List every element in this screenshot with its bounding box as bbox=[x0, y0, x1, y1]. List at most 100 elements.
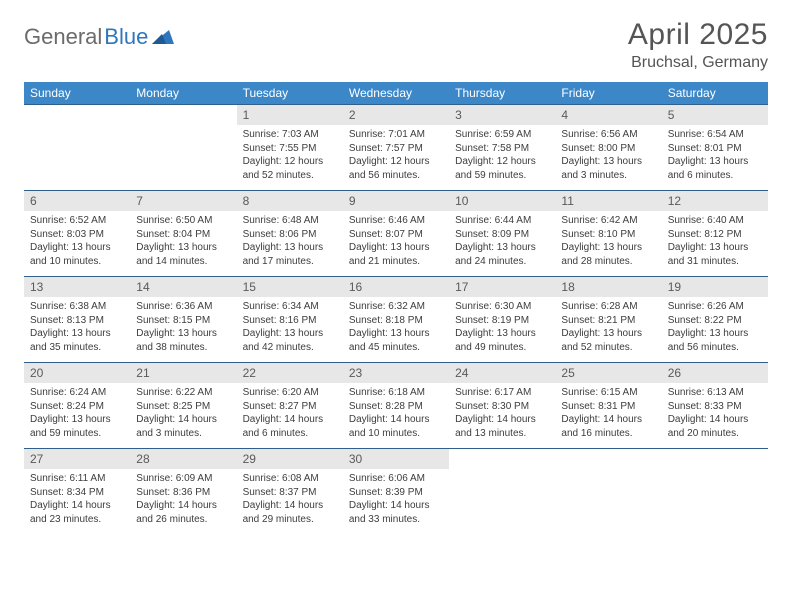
weekday-header: Tuesday bbox=[237, 82, 343, 105]
logo: General Blue bbox=[24, 24, 174, 50]
calendar-row: 20Sunrise: 6:24 AMSunset: 8:24 PMDayligh… bbox=[24, 363, 768, 449]
daylight-text: Daylight: 13 hours bbox=[243, 327, 337, 341]
sunset-text: Sunset: 8:28 PM bbox=[349, 400, 443, 414]
day-details: Sunrise: 6:13 AMSunset: 8:33 PMDaylight:… bbox=[662, 383, 768, 444]
daylight-text: and 59 minutes. bbox=[30, 427, 124, 441]
day-details: Sunrise: 6:24 AMSunset: 8:24 PMDaylight:… bbox=[24, 383, 130, 444]
calendar-cell: 28Sunrise: 6:09 AMSunset: 8:36 PMDayligh… bbox=[130, 449, 236, 535]
calendar-cell: 19Sunrise: 6:26 AMSunset: 8:22 PMDayligh… bbox=[662, 277, 768, 363]
sunset-text: Sunset: 8:04 PM bbox=[136, 228, 230, 242]
sunset-text: Sunset: 8:06 PM bbox=[243, 228, 337, 242]
sunset-text: Sunset: 7:55 PM bbox=[243, 142, 337, 156]
daylight-text: and 6 minutes. bbox=[243, 427, 337, 441]
sunset-text: Sunset: 8:25 PM bbox=[136, 400, 230, 414]
sunset-text: Sunset: 8:13 PM bbox=[30, 314, 124, 328]
day-number: 16 bbox=[343, 277, 449, 297]
daylight-text: Daylight: 12 hours bbox=[455, 155, 549, 169]
day-number: 1 bbox=[237, 105, 343, 125]
page-title: April 2025 bbox=[628, 18, 768, 52]
sunset-text: Sunset: 8:22 PM bbox=[668, 314, 762, 328]
calendar-cell: 12Sunrise: 6:40 AMSunset: 8:12 PMDayligh… bbox=[662, 191, 768, 277]
day-number: 17 bbox=[449, 277, 555, 297]
daylight-text: and 42 minutes. bbox=[243, 341, 337, 355]
day-number: 8 bbox=[237, 191, 343, 211]
sunrise-text: Sunrise: 6:06 AM bbox=[349, 472, 443, 486]
sunrise-text: Sunrise: 6:44 AM bbox=[455, 214, 549, 228]
sunset-text: Sunset: 8:01 PM bbox=[668, 142, 762, 156]
day-number: 9 bbox=[343, 191, 449, 211]
daylight-text: Daylight: 13 hours bbox=[455, 327, 549, 341]
sunset-text: Sunset: 8:27 PM bbox=[243, 400, 337, 414]
day-details: Sunrise: 6:32 AMSunset: 8:18 PMDaylight:… bbox=[343, 297, 449, 358]
daylight-text: and 16 minutes. bbox=[561, 427, 655, 441]
calendar-row: 13Sunrise: 6:38 AMSunset: 8:13 PMDayligh… bbox=[24, 277, 768, 363]
day-number: 4 bbox=[555, 105, 661, 125]
daylight-text: and 31 minutes. bbox=[668, 255, 762, 269]
daylight-text: Daylight: 14 hours bbox=[136, 499, 230, 513]
sunset-text: Sunset: 8:07 PM bbox=[349, 228, 443, 242]
sunrise-text: Sunrise: 7:03 AM bbox=[243, 128, 337, 142]
day-details: Sunrise: 6:44 AMSunset: 8:09 PMDaylight:… bbox=[449, 211, 555, 272]
calendar-cell: 25Sunrise: 6:15 AMSunset: 8:31 PMDayligh… bbox=[555, 363, 661, 449]
daylight-text: and 56 minutes. bbox=[668, 341, 762, 355]
day-details: Sunrise: 6:54 AMSunset: 8:01 PMDaylight:… bbox=[662, 125, 768, 186]
day-details: Sunrise: 6:30 AMSunset: 8:19 PMDaylight:… bbox=[449, 297, 555, 358]
daylight-text: and 24 minutes. bbox=[455, 255, 549, 269]
calendar-cell: 27Sunrise: 6:11 AMSunset: 8:34 PMDayligh… bbox=[24, 449, 130, 535]
daylight-text: and 33 minutes. bbox=[349, 513, 443, 527]
daylight-text: Daylight: 14 hours bbox=[349, 413, 443, 427]
calendar-cell: 6Sunrise: 6:52 AMSunset: 8:03 PMDaylight… bbox=[24, 191, 130, 277]
calendar-cell: 3Sunrise: 6:59 AMSunset: 7:58 PMDaylight… bbox=[449, 105, 555, 191]
calendar-cell: 4Sunrise: 6:56 AMSunset: 8:00 PMDaylight… bbox=[555, 105, 661, 191]
daylight-text: Daylight: 14 hours bbox=[30, 499, 124, 513]
daylight-text: and 23 minutes. bbox=[30, 513, 124, 527]
calendar-cell bbox=[24, 105, 130, 191]
calendar-row: 1Sunrise: 7:03 AMSunset: 7:55 PMDaylight… bbox=[24, 105, 768, 191]
sunrise-text: Sunrise: 6:46 AM bbox=[349, 214, 443, 228]
daylight-text: and 52 minutes. bbox=[561, 341, 655, 355]
weekday-header: Saturday bbox=[662, 82, 768, 105]
day-details: Sunrise: 6:56 AMSunset: 8:00 PMDaylight:… bbox=[555, 125, 661, 186]
location-label: Bruchsal, Germany bbox=[628, 54, 768, 72]
header: General Blue April 2025 Bruchsal, German… bbox=[24, 18, 768, 72]
sunset-text: Sunset: 8:10 PM bbox=[561, 228, 655, 242]
sunset-text: Sunset: 8:03 PM bbox=[30, 228, 124, 242]
sunset-text: Sunset: 8:31 PM bbox=[561, 400, 655, 414]
weekday-header: Wednesday bbox=[343, 82, 449, 105]
calendar-cell: 15Sunrise: 6:34 AMSunset: 8:16 PMDayligh… bbox=[237, 277, 343, 363]
sunrise-text: Sunrise: 6:36 AM bbox=[136, 300, 230, 314]
day-number: 25 bbox=[555, 363, 661, 383]
daylight-text: Daylight: 12 hours bbox=[349, 155, 443, 169]
day-details: Sunrise: 7:01 AMSunset: 7:57 PMDaylight:… bbox=[343, 125, 449, 186]
day-number: 29 bbox=[237, 449, 343, 469]
day-number: 26 bbox=[662, 363, 768, 383]
day-number: 19 bbox=[662, 277, 768, 297]
day-details: Sunrise: 6:50 AMSunset: 8:04 PMDaylight:… bbox=[130, 211, 236, 272]
calendar-cell: 8Sunrise: 6:48 AMSunset: 8:06 PMDaylight… bbox=[237, 191, 343, 277]
sunrise-text: Sunrise: 6:54 AM bbox=[668, 128, 762, 142]
sunrise-text: Sunrise: 6:17 AM bbox=[455, 386, 549, 400]
weekday-header-row: Sunday Monday Tuesday Wednesday Thursday… bbox=[24, 82, 768, 105]
calendar-cell: 16Sunrise: 6:32 AMSunset: 8:18 PMDayligh… bbox=[343, 277, 449, 363]
day-details: Sunrise: 6:06 AMSunset: 8:39 PMDaylight:… bbox=[343, 469, 449, 530]
sunrise-text: Sunrise: 6:56 AM bbox=[561, 128, 655, 142]
sunrise-text: Sunrise: 6:40 AM bbox=[668, 214, 762, 228]
daylight-text: and 26 minutes. bbox=[136, 513, 230, 527]
weekday-header: Thursday bbox=[449, 82, 555, 105]
sunrise-text: Sunrise: 6:48 AM bbox=[243, 214, 337, 228]
day-number: 15 bbox=[237, 277, 343, 297]
daylight-text: and 28 minutes. bbox=[561, 255, 655, 269]
sunrise-text: Sunrise: 6:28 AM bbox=[561, 300, 655, 314]
daylight-text: and 10 minutes. bbox=[30, 255, 124, 269]
weekday-header: Monday bbox=[130, 82, 236, 105]
sunrise-text: Sunrise: 6:20 AM bbox=[243, 386, 337, 400]
sunrise-text: Sunrise: 6:42 AM bbox=[561, 214, 655, 228]
daylight-text: Daylight: 12 hours bbox=[243, 155, 337, 169]
daylight-text: and 14 minutes. bbox=[136, 255, 230, 269]
day-details: Sunrise: 6:09 AMSunset: 8:36 PMDaylight:… bbox=[130, 469, 236, 530]
day-details: Sunrise: 6:48 AMSunset: 8:06 PMDaylight:… bbox=[237, 211, 343, 272]
daylight-text: Daylight: 13 hours bbox=[136, 241, 230, 255]
logo-text-blue: Blue bbox=[104, 24, 148, 50]
daylight-text: Daylight: 14 hours bbox=[349, 499, 443, 513]
day-number: 13 bbox=[24, 277, 130, 297]
